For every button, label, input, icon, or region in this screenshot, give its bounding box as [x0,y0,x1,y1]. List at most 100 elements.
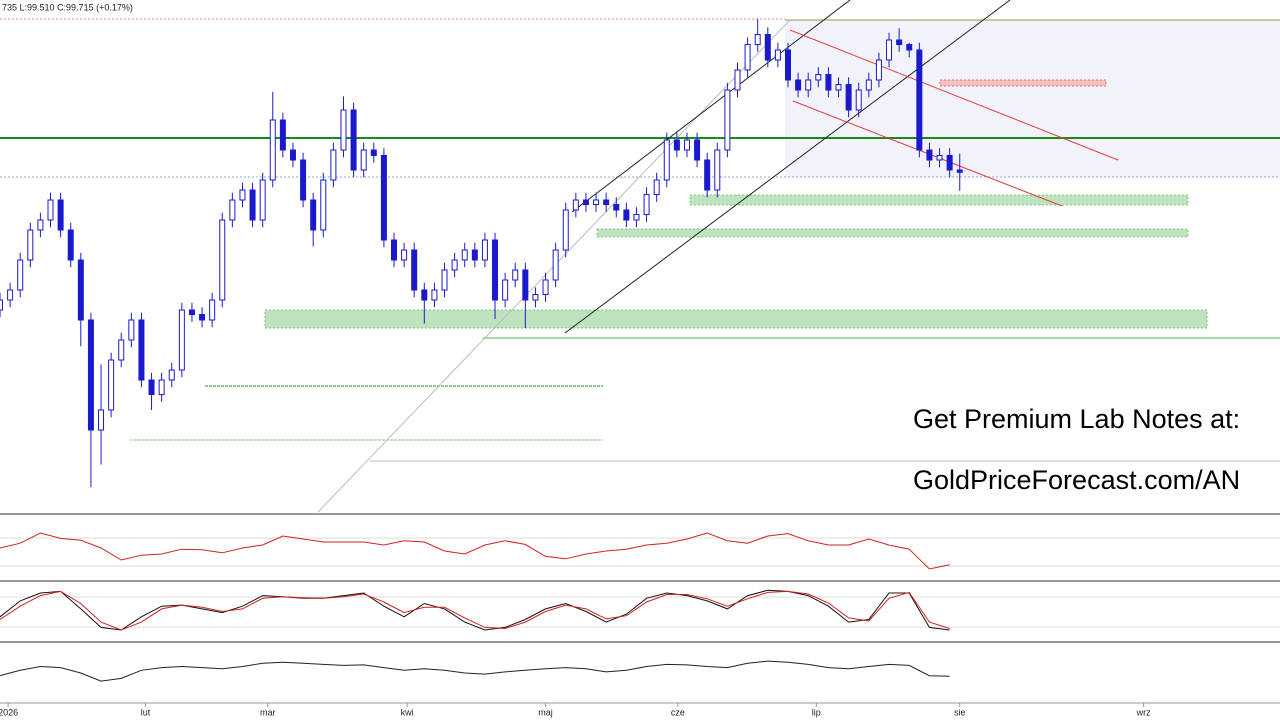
candle-body [855,89,862,111]
channel-line [789,29,1119,161]
candle-body [320,179,327,231]
resistance-zone [939,79,1107,87]
candle-body [300,159,307,201]
candle-body [956,169,963,173]
candle-body [199,314,206,321]
candle-body [37,219,44,231]
candle-body [633,214,640,221]
candle-body [593,199,600,206]
x-tick-label: kwi [401,707,414,717]
candle-body [481,239,488,261]
x-tick-label: 2026 [0,707,18,717]
x-tick-label: wrz [1136,707,1151,717]
candle-body [603,199,610,206]
candle-body [785,49,792,81]
candle-body [138,319,145,381]
candle-body [279,119,286,151]
candle-body [310,199,317,231]
candle-body [219,219,226,301]
candle-body [108,359,115,411]
candle-body [704,159,711,191]
candle-body [552,249,559,281]
indicator-line [0,532,950,570]
candle-body [421,289,428,301]
candle-body [269,119,276,181]
candle-body [744,44,751,71]
candle-body [178,309,185,371]
candle-body [815,74,822,81]
candle-body [865,79,872,91]
candle-body [47,199,54,221]
candle-body [572,199,579,211]
candle-body [653,179,660,196]
candle-body [57,199,64,231]
candle-body [391,239,398,261]
candle-body [512,269,519,281]
candle-body [67,229,74,261]
candle-body [926,149,933,161]
candle-body [875,59,882,81]
candle-body [946,154,953,171]
candle-body [734,69,741,91]
candle-body [451,259,458,271]
candle-body [87,319,94,431]
x-tick-label: lut [141,707,151,717]
candle-body [754,34,761,46]
x-tick-label: cze [671,707,685,717]
candle-body [502,279,509,301]
price-header: 735 L:99.510 C:99.715 (+0.17%) [2,2,133,12]
candle-body [229,199,236,221]
candle-body [562,209,569,251]
indicator-line [0,590,950,631]
candle-body [98,409,105,431]
candle-body [77,259,84,321]
candle-body [825,74,832,91]
candle-body [118,339,125,361]
candle-body [542,279,549,296]
candle-body [461,249,468,261]
candle-body [370,149,377,156]
candle-body [835,84,842,91]
candle-body [431,289,438,301]
indicator-line [0,589,950,631]
highlight-region [785,20,1280,177]
candle-body [259,179,266,221]
candle-body [805,79,812,91]
candle-body [795,79,802,91]
candle-body [845,84,852,111]
candle-body [896,39,903,46]
candle-body [360,149,367,171]
candle-body [128,319,135,341]
candle-body [683,139,690,151]
candle-body [188,309,195,316]
channel-line [564,0,1011,334]
candle-body [148,379,155,396]
candle-body [906,44,913,51]
candle-body [774,49,781,61]
support-zone [264,309,1208,329]
candle-body [916,49,923,151]
candle-body [522,269,529,301]
candle-body [0,299,3,311]
indicator-line [0,660,950,682]
candle-body [239,189,246,201]
candle-body [350,109,357,171]
candle-body [17,259,24,291]
candle-body [209,299,216,321]
annotation: GoldPriceForecast.com/AN [913,465,1240,495]
candle-body [380,154,387,241]
candle-body [289,149,296,161]
candle-body [168,369,175,381]
x-tick-label: mar [260,707,276,717]
candle-body [411,249,418,291]
candle-body [27,229,34,261]
candle-body [249,189,256,221]
candle-body [582,199,589,206]
x-tick-label: maj [538,707,553,717]
candle-body [663,139,670,181]
candle-body [724,89,731,151]
candle-body [694,139,701,161]
annotation: Get Premium Lab Notes at: [913,404,1240,434]
support-zone [596,228,1189,238]
candle-body [401,249,408,261]
